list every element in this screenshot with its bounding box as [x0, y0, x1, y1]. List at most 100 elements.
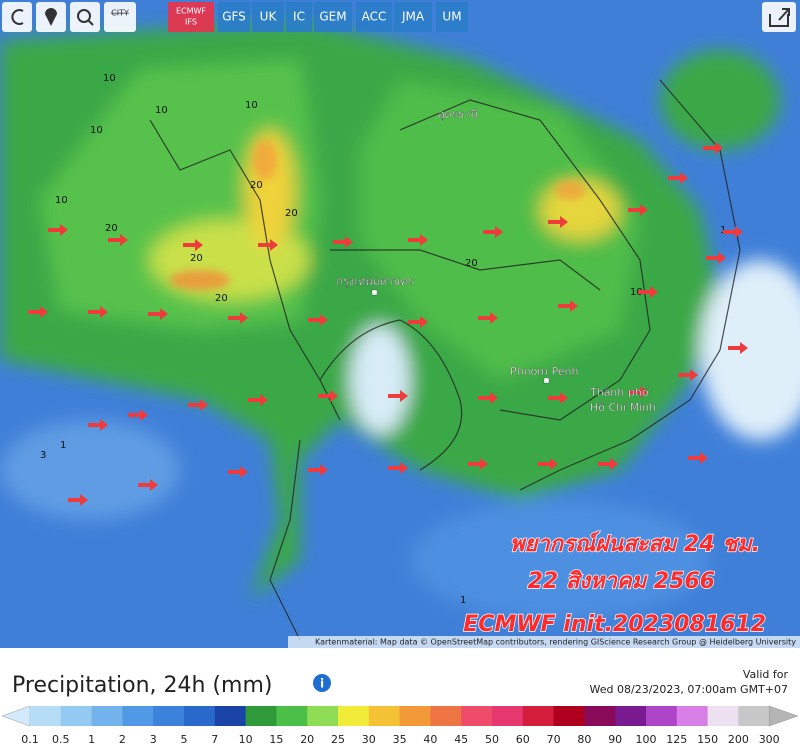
- model-label: ECMWF: [176, 7, 206, 16]
- scale-swatch: [646, 706, 678, 726]
- model-button[interactable]: [356, 2, 392, 32]
- wind-arrow: [248, 394, 268, 406]
- wind-arrow: [678, 369, 698, 381]
- model-button[interactable]: [436, 2, 468, 32]
- wind-arrow: [638, 286, 658, 298]
- scale-label: 45: [454, 733, 468, 746]
- scale-swatch: [122, 706, 154, 726]
- wind-arrow: [188, 399, 208, 411]
- svg-text:i: i: [320, 677, 324, 691]
- wind-arrow: [333, 236, 353, 248]
- icon: [11, 9, 24, 25]
- contour-label: 10: [103, 73, 116, 84]
- wind-arrow: [228, 312, 248, 324]
- scale-label: 150: [697, 733, 718, 746]
- scale-label: 0.5: [52, 733, 70, 746]
- wind-arrow: [558, 300, 578, 312]
- wind-arrow: [108, 234, 128, 246]
- share-button[interactable]: [762, 2, 796, 32]
- scale-swatch: [676, 706, 709, 726]
- scale-swatch: [153, 706, 185, 726]
- scale-swatch: [584, 706, 616, 726]
- contour-label: 20: [215, 293, 228, 304]
- wind-arrow: [706, 252, 726, 264]
- place-label: Hồ Chí Minh: [590, 401, 656, 414]
- scale-label: 90: [608, 733, 622, 746]
- place-label: กรุงเทพมหานคร: [336, 275, 414, 288]
- scale-label: 300: [759, 733, 780, 746]
- model-button[interactable]: [252, 2, 284, 32]
- contour-label: 20: [105, 223, 118, 234]
- wind-arrow: [138, 479, 158, 491]
- scale-label: 60: [516, 733, 530, 746]
- wind-arrow: [308, 464, 328, 476]
- wind-arrow: [538, 458, 558, 470]
- model-label: IFS: [185, 18, 197, 27]
- map[interactable]: [0, 0, 800, 648]
- contour-label: 20: [190, 253, 203, 264]
- model-button[interactable]: [218, 2, 250, 32]
- scale-swatch: [615, 706, 647, 726]
- wind-arrow: [728, 342, 748, 354]
- city-marker: [371, 289, 378, 296]
- icon: [77, 9, 91, 23]
- city-label: CITY: [111, 9, 129, 18]
- scale-label: 200: [728, 733, 749, 746]
- color-scale: 0.1 0.5 1 2 3 5 7 10 15 20 25 30 35 40 45 50 60 70 80 90 100…: [1, 705, 799, 746]
- wind-arrow: [468, 458, 488, 470]
- icon: [45, 8, 57, 26]
- model-button[interactable]: [286, 2, 312, 32]
- wind-arrow: [308, 314, 328, 326]
- scale-label: 35: [393, 733, 407, 746]
- model-label: UM: [442, 10, 461, 24]
- scale-swatch: [492, 706, 524, 726]
- scale-label: 0.1: [21, 733, 39, 746]
- place-label: Phnom Penh: [510, 365, 578, 378]
- tool-button[interactable]: [2, 2, 32, 32]
- model-label: ACC: [362, 10, 387, 24]
- wind-arrow: [723, 226, 743, 238]
- scale-label: 70: [547, 733, 561, 746]
- scale-label: 20: [300, 733, 314, 746]
- contour-label: 10: [630, 287, 643, 298]
- place-label: อุดรธานี: [438, 108, 479, 121]
- scale-swatch: [214, 706, 247, 726]
- wind-arrow: [148, 308, 168, 320]
- contour-label: 20: [465, 258, 478, 269]
- place-labels: อุดรธานีกรุงเทพมหานคร Phnom Penh Thành phố…: [336, 108, 656, 414]
- model-label: UK: [260, 10, 278, 24]
- contour-labels: 1010101010202020202031201011: [40, 73, 726, 606]
- scale-label: 3: [150, 733, 157, 746]
- overlay-text: 22 สิงหาคม 2566: [528, 569, 715, 594]
- city-button[interactable]: [104, 2, 136, 32]
- scale-label: 80: [577, 733, 591, 746]
- valid-label: Valid for: [743, 668, 789, 681]
- scale-swatch: [30, 706, 62, 726]
- wind-arrow: [628, 204, 648, 216]
- scale-swatch: [276, 706, 308, 726]
- overlay-text: พยากรณ์ฝนสะสม 24 ชม.: [510, 531, 760, 557]
- scale-label: 1: [88, 733, 95, 746]
- model-button[interactable]: [314, 2, 352, 32]
- wind-arrow: [483, 226, 503, 238]
- toolbar: CITY ECMWF IFS GFS UK IC GEM ACC JMA UM: [2, 2, 468, 32]
- model-label: JMA: [401, 10, 425, 24]
- info-icon[interactable]: i: [313, 674, 331, 692]
- contour-label: 10: [55, 195, 68, 206]
- model-button[interactable]: [168, 2, 214, 32]
- scale-label: 40: [423, 733, 437, 746]
- scale-label: 125: [666, 733, 687, 746]
- tool-button[interactable]: [70, 2, 100, 32]
- wind-arrow: [478, 392, 498, 404]
- scale-swatch: [522, 706, 555, 726]
- wind-arrow: [478, 312, 498, 324]
- scale-label: 7: [211, 733, 218, 746]
- scale-label: 50: [485, 733, 499, 746]
- scale-swatch: [707, 706, 739, 726]
- legend-panel: [0, 648, 800, 749]
- scale-label: 100: [636, 733, 657, 746]
- model-button[interactable]: [394, 2, 432, 32]
- scale-swatch: [368, 706, 401, 726]
- contour-label: 1: [460, 595, 466, 606]
- scale-label: 5: [181, 733, 188, 746]
